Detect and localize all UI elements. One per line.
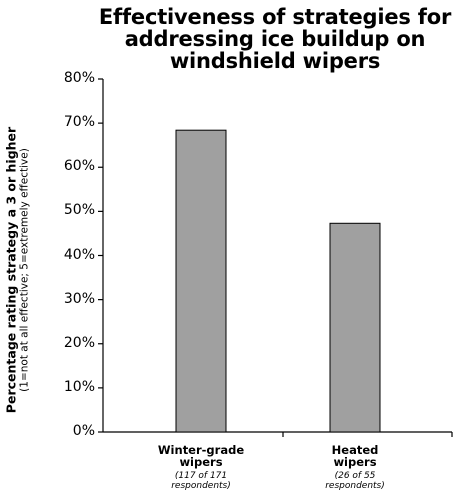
bar-2 bbox=[329, 222, 381, 433]
y-tick-label: 50% bbox=[63, 202, 95, 219]
y-tick-label: 60% bbox=[63, 158, 95, 175]
y-tick-label: 30% bbox=[63, 290, 95, 307]
x-category-note: (26 of 55 respondents) bbox=[325, 471, 385, 491]
x-category-label: Heated wipers bbox=[331, 443, 379, 469]
x-category-note: (117 of 171 respondents) bbox=[171, 471, 231, 491]
chart-title: Effectiveness of strategies for addressi… bbox=[98, 5, 452, 73]
bar-1 bbox=[175, 129, 227, 433]
y-tick-label: 0% bbox=[72, 423, 95, 439]
y-tick-label: 10% bbox=[63, 378, 95, 395]
x-category-label: Winter-grade wipers bbox=[157, 443, 245, 469]
y-tick-label: 70% bbox=[63, 114, 95, 131]
y-tick-label: 40% bbox=[63, 246, 95, 263]
y-tick-label: 80% bbox=[63, 70, 95, 86]
y-tick-label: 20% bbox=[63, 334, 95, 351]
